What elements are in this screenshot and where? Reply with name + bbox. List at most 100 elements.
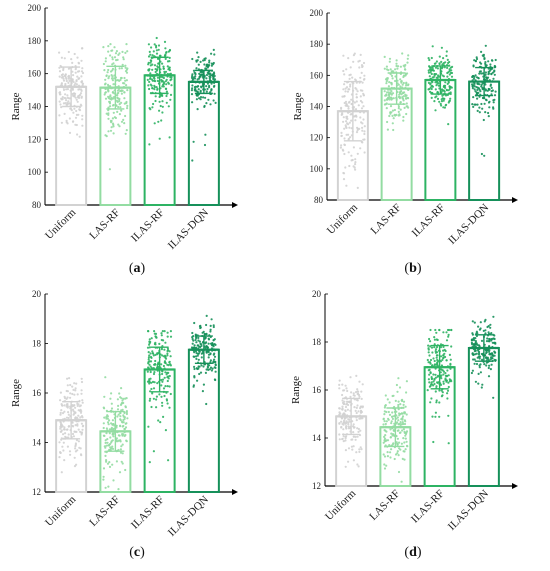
scatter-point [391, 109, 395, 112]
scatter-point [161, 354, 164, 357]
scatter-point [344, 90, 347, 93]
scatter-point [112, 132, 115, 135]
scatter-point [345, 400, 348, 403]
scatter-point [151, 87, 154, 90]
scatter-point [213, 53, 216, 56]
scatter-point [161, 380, 164, 383]
x-tick-label: ILAS-RF [409, 488, 447, 526]
scatter-point [60, 471, 63, 474]
scatter-point [439, 102, 442, 105]
scatter-point [356, 186, 359, 189]
scatter-point [150, 405, 153, 409]
scatter-point [194, 85, 197, 88]
scatter-point [398, 93, 401, 96]
scatter-point [442, 106, 445, 109]
scatter-point [75, 83, 78, 86]
scatter-point [61, 75, 65, 78]
scatter-point [150, 387, 153, 391]
scatter-point [434, 390, 437, 393]
scatter-point [446, 58, 449, 62]
scatter-point [343, 101, 346, 105]
scatter-point [168, 48, 172, 52]
scatter-point [204, 371, 207, 374]
scatter-point [480, 152, 483, 156]
scatter-point [108, 443, 112, 446]
scatter-point [342, 54, 345, 57]
x-tick-label: Uniform [325, 201, 361, 237]
scatter-point [487, 70, 490, 74]
scatter-point [209, 366, 213, 369]
scatter-point [166, 379, 169, 383]
scatter-point [447, 123, 450, 126]
scatter-point [73, 107, 76, 110]
scatter-point [470, 338, 474, 342]
scatter-point [384, 422, 387, 426]
scatter-point [390, 448, 393, 451]
scatter-point [483, 102, 486, 105]
scatter-point [361, 417, 364, 420]
scatter-point [66, 428, 69, 431]
scatter-point [355, 131, 359, 134]
scatter-point [437, 360, 440, 363]
scatter-point [152, 102, 155, 106]
scatter-point [480, 72, 483, 75]
scatter-point [402, 81, 405, 85]
y-axis-title: Range [10, 379, 22, 407]
scatter-point [108, 419, 111, 422]
scatter-point [480, 85, 483, 88]
scatter-point [208, 61, 211, 64]
scatter-point [449, 71, 452, 74]
scatter-point [108, 75, 111, 78]
scatter-point [434, 376, 437, 379]
scatter-point [118, 52, 121, 55]
scatter-point [81, 401, 84, 404]
scatter-point [194, 75, 197, 78]
scatter-point [151, 392, 154, 395]
scatter-point [106, 83, 110, 86]
y-tick-label: 16 [32, 388, 42, 398]
scatter-point [346, 90, 349, 93]
scatter-point [124, 468, 127, 472]
scatter-point [433, 73, 436, 76]
scatter-point [147, 84, 150, 87]
scatter-point [196, 51, 199, 54]
y-axis-title: Range [290, 376, 302, 404]
scatter-point [114, 52, 118, 55]
scatter-point [450, 328, 453, 332]
scatter-point [165, 83, 168, 86]
scatter-point [72, 94, 75, 97]
scatter-point [491, 357, 494, 360]
scatter-point [355, 406, 358, 409]
scatter-point [109, 129, 113, 132]
scatter-point [116, 110, 119, 113]
scatter-point [108, 100, 111, 103]
scatter-point [442, 99, 445, 102]
scatter-point [72, 111, 75, 114]
scatter-point [197, 352, 200, 355]
scatter-point [431, 67, 434, 70]
scatter-point [214, 366, 217, 369]
scatter-point [74, 445, 77, 448]
scatter-point [75, 382, 78, 385]
scatter-point [69, 107, 72, 110]
scatter-point [64, 73, 67, 76]
scatter-point [447, 81, 450, 84]
scatter-point [360, 107, 364, 110]
scatter-point [490, 90, 493, 93]
y-tick-label: 140 [310, 102, 324, 112]
scatter-point [404, 405, 407, 408]
scatter-point [393, 113, 396, 116]
scatter-point [427, 57, 430, 60]
scatter-point [348, 121, 351, 124]
scatter-point [386, 98, 389, 101]
x-tick-label: LAS-RF [87, 494, 122, 529]
scatter-point [436, 338, 439, 342]
scatter-point [350, 119, 353, 122]
scatter-point [438, 328, 441, 332]
scatter-point [472, 343, 476, 346]
scatter-point [438, 401, 441, 404]
scatter-point [150, 84, 153, 87]
scatter-point [349, 136, 352, 139]
scatter-point [427, 71, 430, 74]
